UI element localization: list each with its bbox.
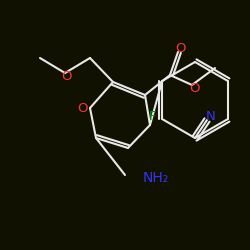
Text: N: N	[206, 110, 216, 122]
Text: O: O	[190, 82, 200, 96]
Text: NH₂: NH₂	[143, 171, 169, 185]
Text: O: O	[77, 102, 87, 114]
Text: F: F	[148, 110, 156, 124]
Text: O: O	[61, 70, 71, 82]
Text: O: O	[175, 42, 185, 56]
